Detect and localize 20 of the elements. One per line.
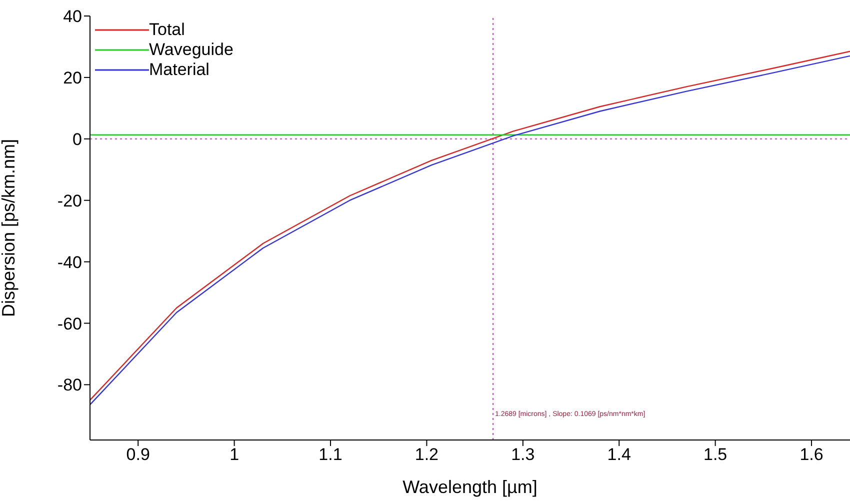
x-tick-label: 0.9 (126, 445, 150, 464)
x-tick-label: 1.5 (703, 445, 728, 464)
y-axis-title: Dispersion [ps/km.nm] (0, 138, 18, 318)
x-tick-label: 1.1 (318, 445, 342, 464)
y-tick-label: 0 (72, 130, 82, 149)
y-tick-label: 40 (63, 7, 82, 26)
y-tick-label: -20 (57, 191, 82, 210)
y-tick-label: -80 (57, 376, 82, 395)
x-tick-label: 1 (230, 445, 240, 464)
legend-label: Total (149, 20, 185, 40)
legend-label: Waveguide (149, 40, 234, 60)
y-tick-label: -60 (57, 314, 82, 334)
y-tick-label: -40 (57, 252, 82, 272)
x-tick-label: 1.2 (414, 445, 439, 464)
x-tick-label: 1.4 (607, 445, 631, 464)
x-tick-label: 1.3 (511, 445, 535, 464)
x-axis-title: Wavelength [µm] (402, 477, 538, 497)
x-tick-label: 1.6 (800, 445, 824, 464)
y-tick-label: 20 (63, 68, 82, 88)
legend-label: Material (149, 60, 210, 80)
